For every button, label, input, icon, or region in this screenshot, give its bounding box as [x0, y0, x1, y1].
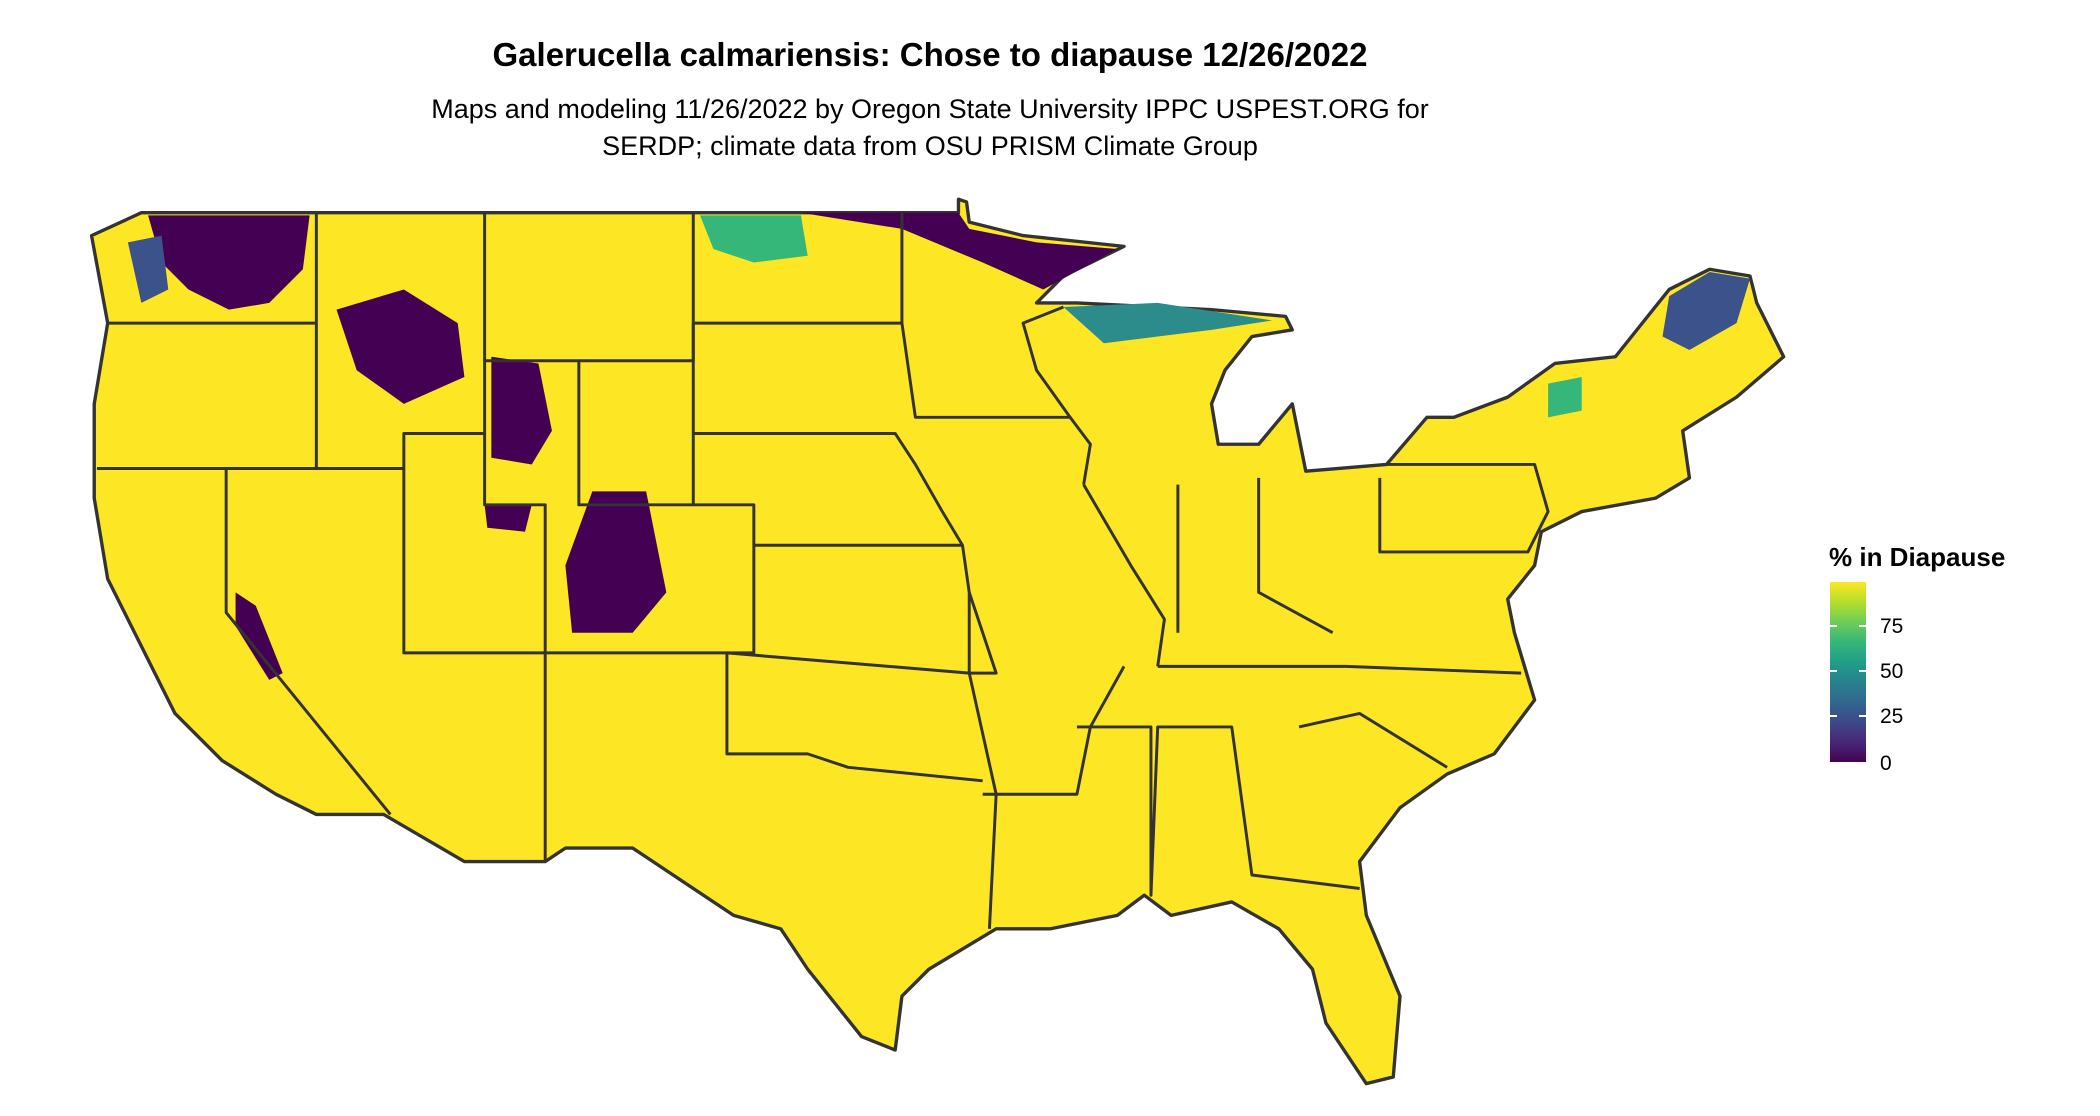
legend-tick-label: 50: [1880, 660, 1904, 683]
area-sierra: [235, 592, 283, 680]
area-minnesota-north: [800, 212, 1118, 290]
legend-tick-label: 0: [1880, 752, 1892, 775]
area-utah: [484, 504, 532, 532]
legend-title: % in Diapause: [1829, 542, 2006, 572]
state-borders: [96, 212, 1550, 929]
area-lake-superior-shore: [1063, 302, 1273, 344]
chart-title: Galerucella calmariensis: Chose to diapa…: [492, 36, 1368, 73]
chart-subtitle-line2: SERDP; climate data from OSU PRISM Clima…: [602, 131, 1258, 161]
area-north-dakota-edge: [700, 215, 808, 263]
legend-tick-mark: [1830, 625, 1837, 627]
legend-tick-mark: [1830, 670, 1837, 672]
area-adirondacks: [1548, 376, 1582, 418]
area-cascades-wa: [127, 235, 169, 303]
legend-tick-mark: [1859, 715, 1866, 717]
legend-tick-label: 25: [1880, 705, 1904, 728]
area-wyoming: [491, 356, 552, 465]
area-idaho-montana: [336, 289, 465, 404]
low-diapause-areas: [127, 212, 1750, 680]
legend-colorbar: [1830, 582, 1866, 762]
area-northern-rockies: [148, 215, 310, 310]
legend-tick-mark: [1859, 625, 1866, 627]
legend-tick-label: 75: [1880, 615, 1904, 638]
legend-tick-mark: [1830, 715, 1837, 717]
chart-subtitle-line1: Maps and modeling 11/26/2022 by Oregon S…: [431, 94, 1429, 124]
legend-tick-mark: [1859, 670, 1866, 672]
area-colorado: [565, 491, 667, 633]
area-maine: [1662, 271, 1750, 351]
